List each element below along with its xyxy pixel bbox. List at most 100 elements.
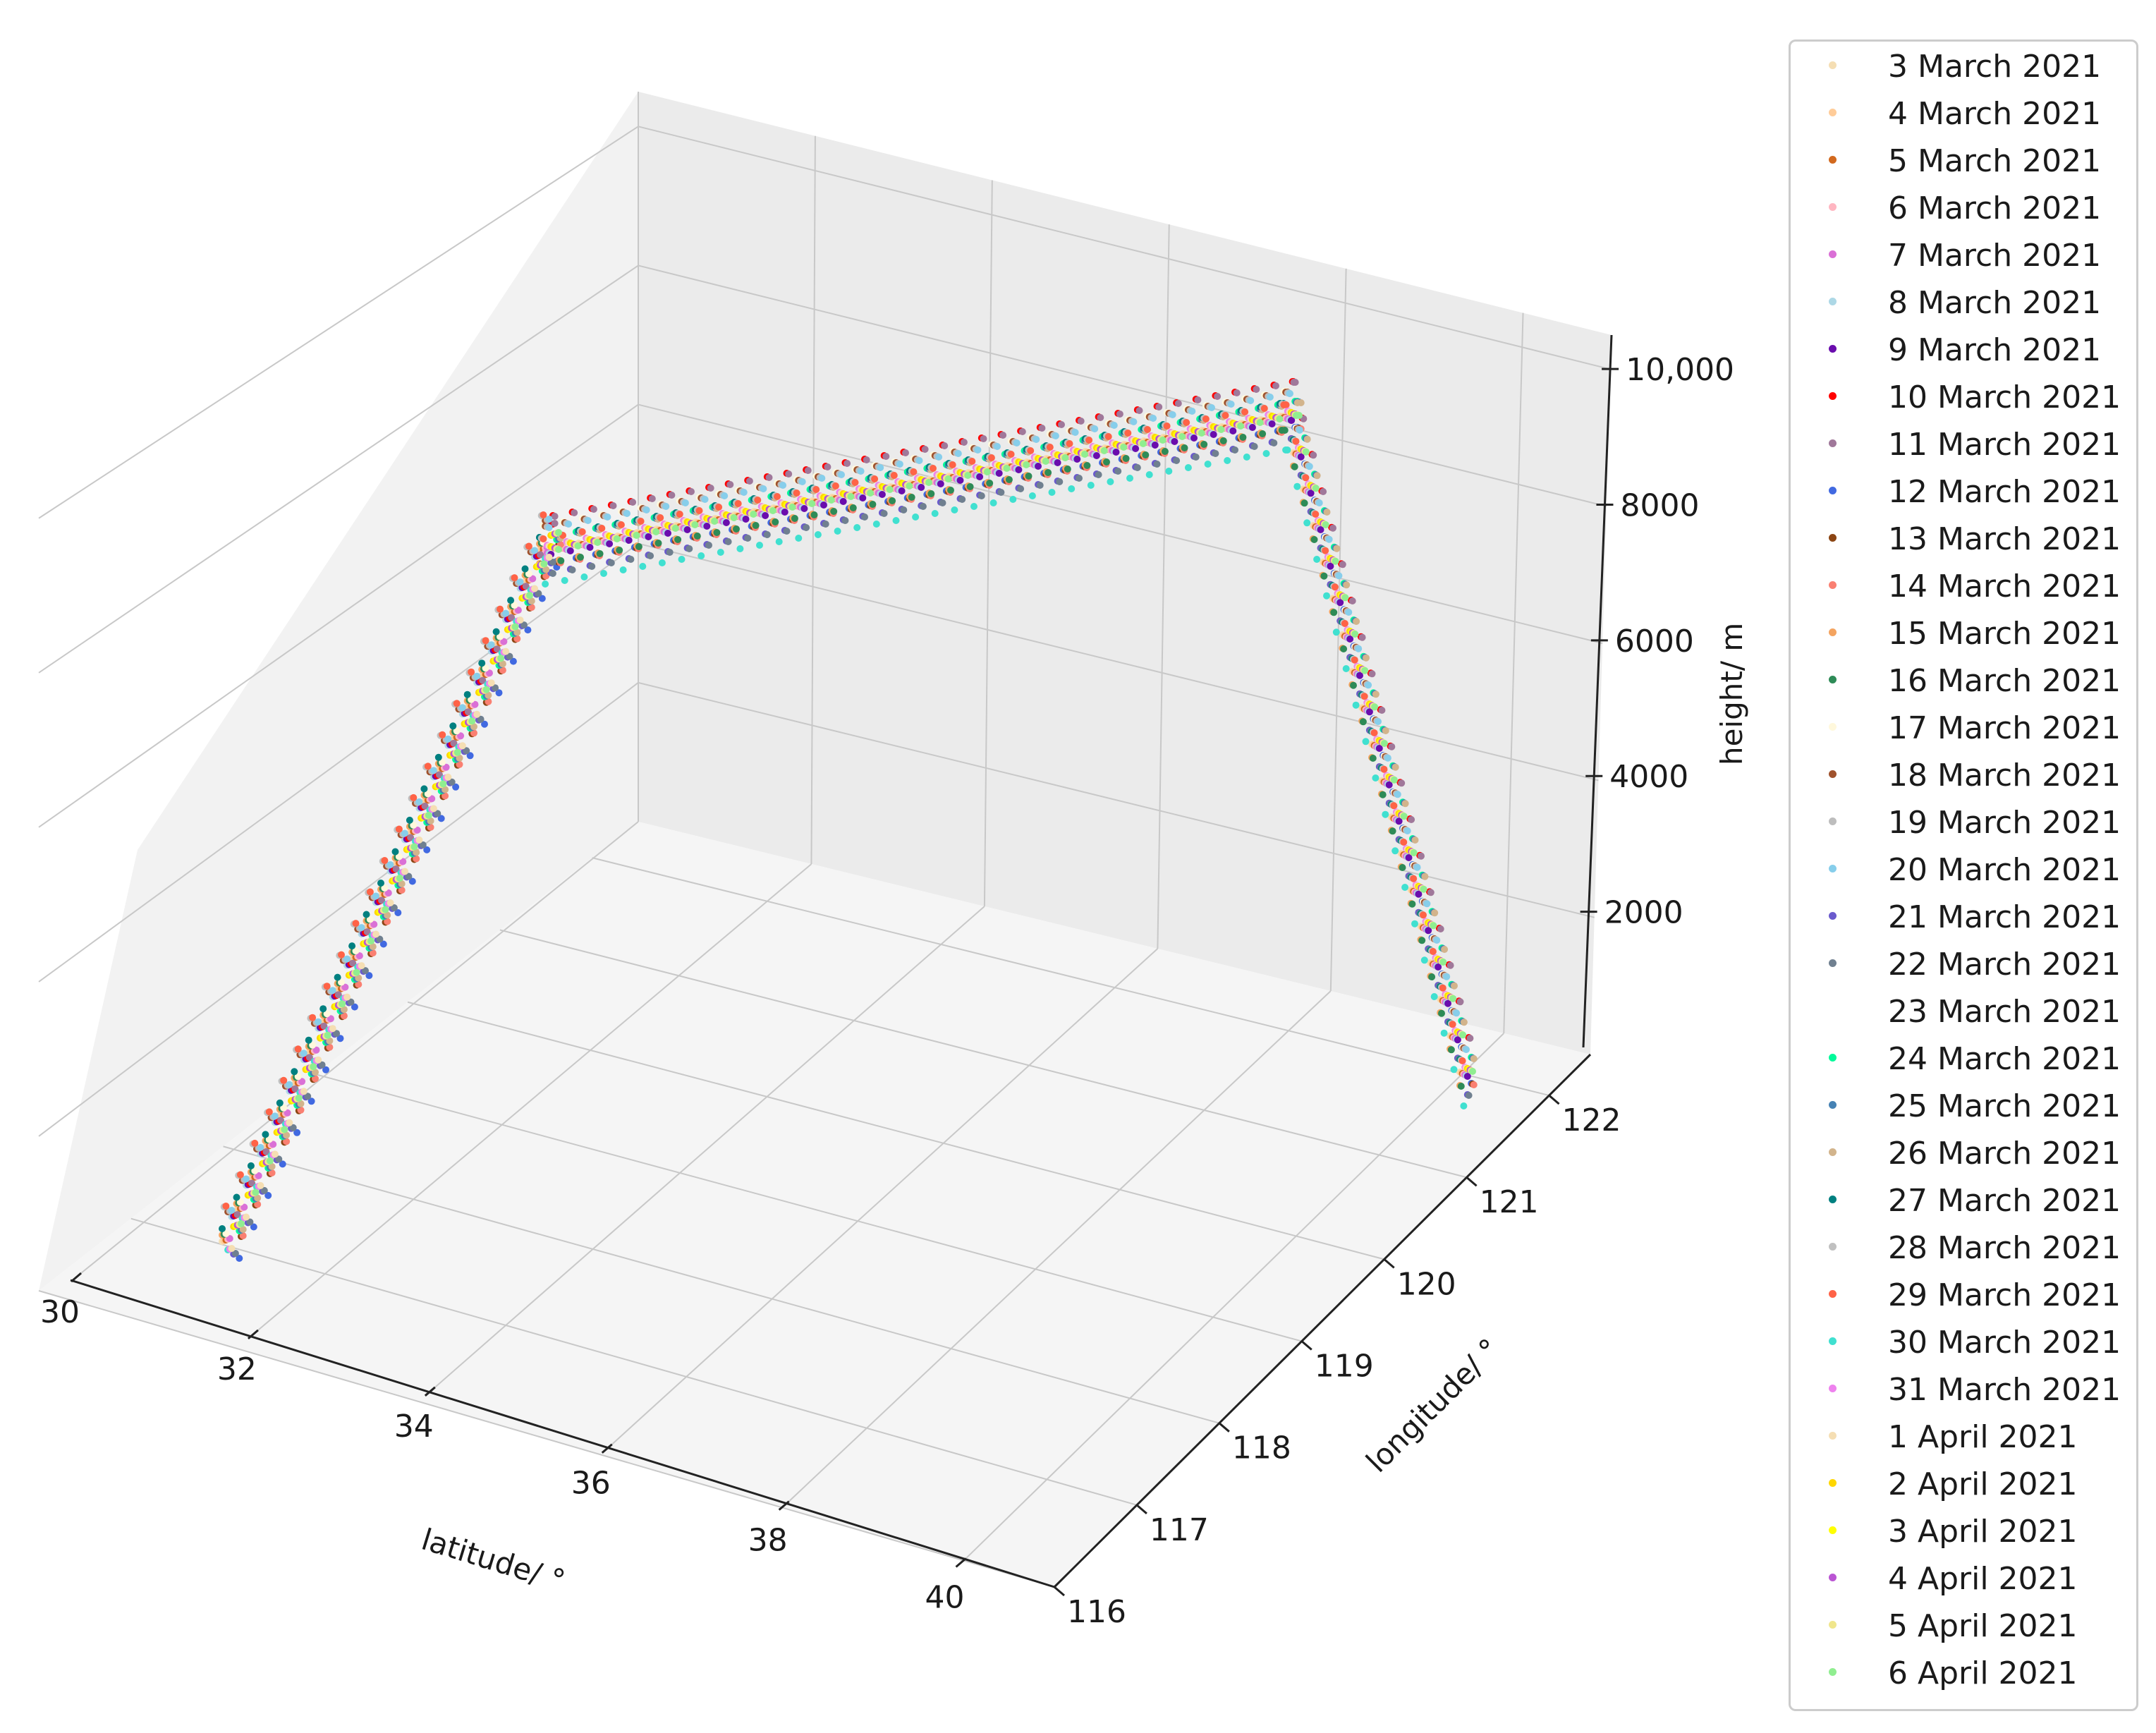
legend-label: 20 March 2021 bbox=[1888, 852, 2121, 888]
legend-item: 2 April 2021 bbox=[1791, 1464, 2136, 1506]
data-point bbox=[1124, 430, 1132, 437]
data-point bbox=[853, 524, 861, 531]
data-point bbox=[248, 1179, 256, 1187]
data-point bbox=[238, 1220, 245, 1227]
data-point bbox=[415, 836, 423, 844]
pane-back bbox=[638, 92, 1612, 1054]
data-point bbox=[1372, 774, 1380, 782]
data-point bbox=[470, 723, 477, 731]
data-point bbox=[1122, 455, 1130, 462]
data-point bbox=[280, 1076, 288, 1084]
data-point bbox=[309, 1014, 317, 1021]
data-point bbox=[1038, 425, 1046, 432]
data-point bbox=[658, 559, 666, 566]
data-point bbox=[1388, 743, 1396, 750]
data-point bbox=[471, 700, 479, 708]
data-point bbox=[791, 515, 798, 522]
data-point bbox=[276, 1099, 284, 1107]
legend-item: 21 March 2021 bbox=[1791, 896, 2136, 939]
data-point bbox=[1132, 445, 1140, 452]
data-point bbox=[277, 1117, 284, 1124]
data-point bbox=[1332, 557, 1339, 565]
data-point bbox=[793, 490, 800, 497]
data-point bbox=[1151, 442, 1159, 449]
data-point bbox=[1169, 411, 1176, 418]
data-point bbox=[1017, 485, 1025, 492]
data-point bbox=[399, 858, 407, 865]
data-point bbox=[1375, 745, 1383, 752]
y-tick-mark bbox=[1301, 1340, 1313, 1351]
legend-swatch bbox=[1829, 345, 1837, 353]
data-point bbox=[859, 494, 867, 501]
data-point bbox=[420, 785, 428, 793]
data-point bbox=[1091, 425, 1099, 432]
data-point bbox=[664, 530, 671, 537]
data-point bbox=[424, 790, 432, 798]
data-point bbox=[473, 672, 481, 680]
data-point bbox=[974, 446, 982, 454]
data-point bbox=[551, 520, 559, 527]
gridline-height-back bbox=[638, 126, 1611, 370]
data-point bbox=[243, 1213, 250, 1221]
data-point bbox=[769, 507, 776, 514]
data-point bbox=[427, 817, 434, 825]
data-point bbox=[1323, 509, 1331, 516]
data-point bbox=[1418, 852, 1425, 860]
legend-swatch bbox=[1829, 61, 1837, 69]
z-tick-label: 6000 bbox=[1615, 624, 1694, 659]
data-point bbox=[1368, 670, 1376, 678]
data-point bbox=[851, 479, 859, 486]
data-point bbox=[492, 628, 500, 636]
data-point bbox=[964, 472, 972, 479]
data-point bbox=[516, 616, 524, 624]
data-point bbox=[619, 566, 627, 573]
data-point bbox=[919, 503, 927, 510]
legend-item: 4 April 2021 bbox=[1791, 1558, 2136, 1600]
data-point bbox=[590, 506, 597, 513]
legend-swatch bbox=[1829, 1668, 1837, 1676]
legend-label: 6 April 2021 bbox=[1888, 1655, 2078, 1691]
data-point bbox=[1033, 436, 1040, 443]
data-point bbox=[1333, 545, 1341, 552]
data-point bbox=[880, 510, 888, 517]
data-point bbox=[508, 614, 516, 621]
data-point bbox=[1400, 839, 1408, 846]
legend-item: 4 March 2021 bbox=[1791, 93, 2136, 135]
data-point bbox=[386, 899, 394, 906]
data-point bbox=[762, 512, 769, 519]
data-point bbox=[1395, 817, 1403, 825]
data-point bbox=[574, 542, 582, 549]
data-point bbox=[1305, 463, 1313, 470]
data-point bbox=[1153, 461, 1161, 468]
data-point bbox=[284, 1109, 291, 1117]
data-point bbox=[1320, 572, 1328, 580]
data-point bbox=[1296, 426, 1303, 434]
data-point bbox=[1291, 463, 1298, 470]
legend-item: 12 March 2021 bbox=[1791, 471, 2136, 513]
data-point bbox=[886, 486, 894, 493]
data-point bbox=[1365, 681, 1372, 689]
data-point bbox=[1430, 993, 1438, 1000]
data-point bbox=[1339, 561, 1346, 568]
data-point bbox=[1190, 434, 1198, 442]
data-point bbox=[1174, 400, 1182, 407]
data-point bbox=[980, 435, 987, 442]
data-point bbox=[219, 1225, 226, 1232]
data-point bbox=[600, 570, 607, 577]
data-point bbox=[441, 786, 449, 793]
data-point bbox=[540, 511, 547, 518]
data-point bbox=[1214, 393, 1222, 400]
data-point bbox=[482, 686, 490, 693]
data-point bbox=[1390, 802, 1398, 810]
data-point bbox=[376, 935, 384, 943]
legend-label: 30 March 2021 bbox=[1888, 1325, 2121, 1361]
data-point bbox=[255, 1172, 262, 1179]
data-point bbox=[668, 492, 676, 499]
data-point bbox=[1453, 1009, 1461, 1017]
data-point bbox=[1171, 438, 1179, 445]
data-point bbox=[336, 1035, 344, 1042]
legend-swatch bbox=[1829, 109, 1837, 116]
legend-label: 4 April 2021 bbox=[1888, 1561, 2078, 1597]
legend-label: 7 March 2021 bbox=[1888, 238, 2102, 274]
data-point bbox=[257, 1181, 264, 1189]
